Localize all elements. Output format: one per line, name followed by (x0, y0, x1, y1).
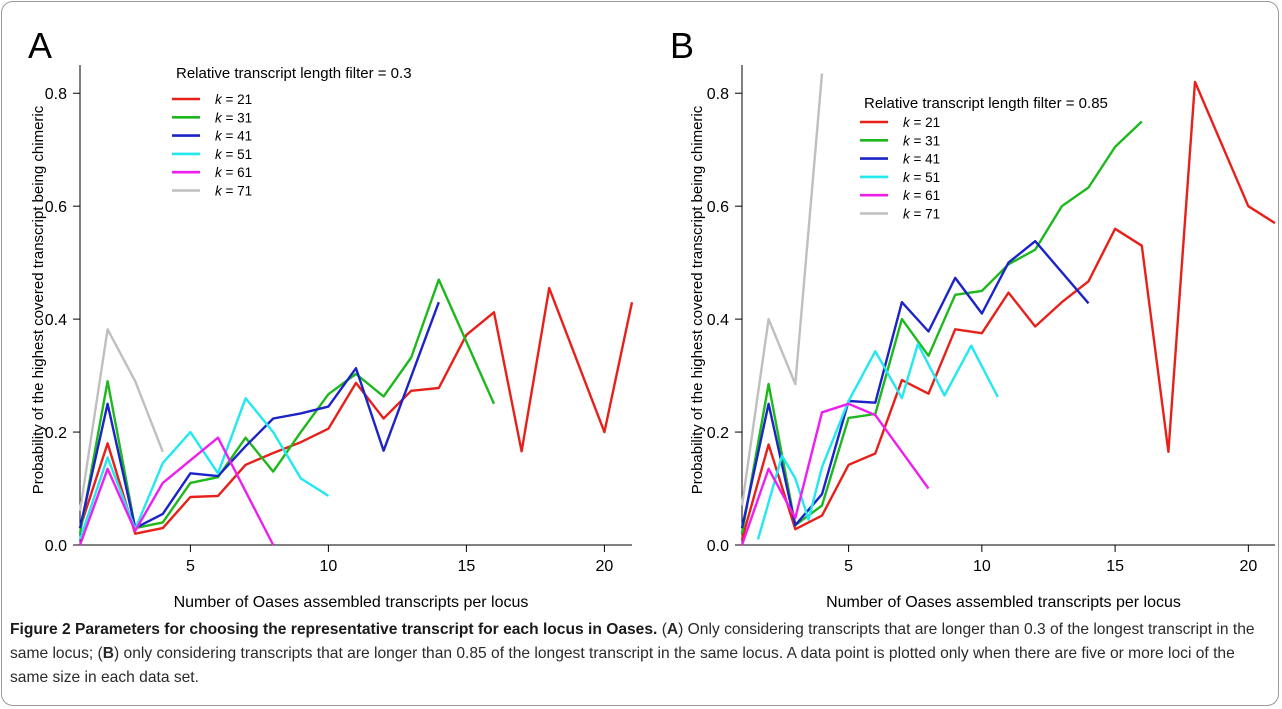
figure-caption: Figure 2 Parameters for choosing the rep… (10, 618, 1272, 690)
caption-text-1: ( (657, 621, 667, 638)
panel-a-x-axis-label: Number of Oases assembled transcripts pe… (174, 594, 529, 611)
panel-b-legend-label-k21: k = 21 (903, 115, 940, 130)
caption-label-b: B (102, 645, 114, 662)
panel-a-series-k71-line (78, 328, 164, 512)
panel-b-y-tick-label: 0.2 (707, 425, 729, 442)
panel-a-legend-label-k71: k = 71 (215, 184, 252, 199)
caption-label-a: A (666, 621, 679, 638)
figure-charts: A 0.0 0.2 0.4 0.6 0.8 5 10 15 20 Number of Oases a… (28, 25, 1276, 611)
panel-a-legend-label-k41: k = 41 (215, 129, 252, 144)
panel-a-legend-title: Relative transcript length filter = 0.3 (176, 65, 412, 82)
panel-a-y-tick-label: 0.8 (45, 86, 67, 103)
panel-a-y-tick-label: 0.6 (45, 199, 67, 216)
caption-title: Figure 2 Parameters for choosing the rep… (10, 621, 658, 638)
caption-text-2: ) Only considering transcripts that are … (10, 621, 1255, 662)
panel-b-legend-label-k41: k = 41 (903, 152, 940, 167)
panel-a-series-k21-line (78, 286, 634, 535)
panel-a-legend-label-k21: k = 21 (215, 92, 252, 107)
panel-b-y-tick-label: 0.0 (707, 538, 729, 555)
panel-a-series-k51-line (78, 397, 330, 540)
panel-a-y-tick-label: 0.2 (45, 425, 67, 442)
panel-b-series-k21-line (740, 80, 1276, 540)
panel-a-legend-label-k61: k = 61 (215, 165, 252, 180)
panel-b-series-k71-line (740, 73, 824, 506)
panel-a-y-tick-label: 0.0 (45, 538, 67, 555)
panel-b-series-k31-line (740, 120, 1143, 534)
panel-b-series-k51-line (756, 342, 999, 540)
panel-a-series-k31-line (78, 278, 496, 534)
panel-b-y-tick-label: 0.8 (707, 86, 729, 103)
panel-a-letter: A (28, 25, 52, 66)
panel-b-legend-label-k51: k = 51 (903, 170, 940, 185)
panel-b-legend-title: Relative transcript length filter = 0.85 (864, 95, 1108, 112)
panel-b-letter: B (670, 25, 694, 66)
panel-a-x-tick-label: 5 (186, 558, 195, 575)
panel-a-x-tick-label: 15 (458, 558, 476, 575)
panel-a-x-tick-label: 20 (596, 558, 614, 575)
caption-text-3: ) only considering transcripts that are … (10, 645, 1235, 686)
panel-a-y-tick-label: 0.4 (45, 312, 67, 329)
panel-b-x-tick-label: 5 (844, 558, 853, 575)
panel-b-legend-label-k61: k = 61 (903, 188, 940, 203)
panel-b-x-tick-label: 10 (973, 558, 991, 575)
panel-b-x-axis-label: Number of Oases assembled transcripts pe… (826, 594, 1181, 611)
panel-b-series-k41-line (740, 239, 1090, 529)
panel-b-y-tick-label: 0.6 (707, 199, 729, 216)
panel-b-legend-label-k71: k = 71 (903, 207, 940, 222)
panel-a-y-axis-label: Probability of the highest covered trans… (30, 105, 47, 494)
panel-b-series-k61-line (740, 402, 930, 546)
panel-b-x-tick-label: 20 (1239, 558, 1257, 575)
panel-b-y-tick-label: 0.4 (707, 312, 729, 329)
panel-b-legend-label-k31: k = 31 (903, 133, 940, 148)
panel-a-series-k61-line (78, 436, 275, 546)
panel-a-legend-label-k31: k = 31 (215, 110, 252, 125)
panel-a-legend-label-k51: k = 51 (215, 147, 252, 162)
panel-b-y-axis-label: Probability of the highest covered trans… (689, 105, 706, 494)
panel-b-x-tick-label: 15 (1106, 558, 1124, 575)
panel-a-x-tick-label: 10 (320, 558, 338, 575)
